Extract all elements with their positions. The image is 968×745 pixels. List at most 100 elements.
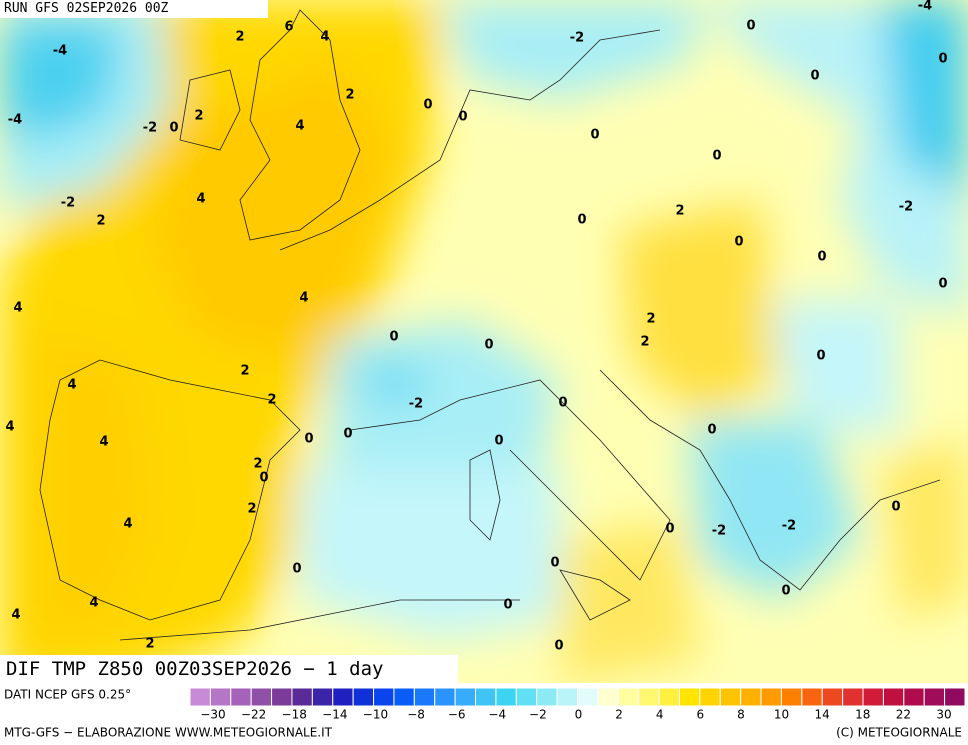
run-header: RUN GFS 02SEP2026 00Z <box>0 0 268 18</box>
contour-label: 0 <box>389 330 398 345</box>
contour-label: 0 <box>938 277 947 292</box>
contour-label: 0 <box>891 500 900 515</box>
contour-label: -2 <box>143 121 157 136</box>
contour-label: 0 <box>558 396 567 411</box>
contour-label: 0 <box>458 110 467 125</box>
contour-label: 2 <box>247 502 256 517</box>
legend-swatch <box>903 687 925 707</box>
legend-label: 0 <box>575 708 583 722</box>
contour-label: -2 <box>782 519 796 534</box>
legend-label: −18 <box>282 708 307 722</box>
contour-label: 6 <box>284 20 293 35</box>
legend-swatch <box>801 687 823 707</box>
legend-swatch <box>393 687 415 707</box>
legend-swatch <box>740 687 762 707</box>
contour-label: 0 <box>746 19 755 34</box>
contour-label: -2 <box>899 200 913 215</box>
legend-swatch <box>515 687 538 707</box>
contour-label: 4 <box>89 596 98 611</box>
legend-swatch <box>760 687 782 707</box>
legend-swatch <box>352 687 375 707</box>
contour-label: 0 <box>590 128 599 143</box>
contour-label: 2 <box>646 312 655 327</box>
legend-swatches <box>189 687 966 707</box>
legend-swatch <box>923 687 946 707</box>
contour-label: 2 <box>345 88 354 103</box>
contour-label: -4 <box>53 44 67 59</box>
contour-label: 0 <box>503 598 512 613</box>
contour-label: 4 <box>99 435 108 450</box>
legend-swatch <box>638 687 660 707</box>
legend-swatch <box>291 687 313 707</box>
contour-label: 0 <box>816 349 825 364</box>
contour-label: -2 <box>712 524 726 539</box>
legend-label: 22 <box>896 708 911 722</box>
legend-swatch <box>719 687 742 707</box>
legend-label: −22 <box>241 708 266 722</box>
legend-label: 10 <box>774 708 789 722</box>
legend-labels: −30 −22 −18 −14 −10 −8 −6 −4 −2 0 2 4 6 8 10 14 18 22 30 <box>200 708 951 722</box>
legend-swatch <box>250 687 273 707</box>
legend-swatch <box>413 687 436 707</box>
contour-label: 4 <box>320 30 329 45</box>
contour-label: 0 <box>484 338 493 353</box>
legend-swatch <box>678 687 701 707</box>
legend-swatch <box>821 687 844 707</box>
contour-label: 2 <box>145 637 154 652</box>
contour-label: 0 <box>938 52 947 67</box>
legend-label: 18 <box>855 708 870 722</box>
legend-swatch <box>862 687 884 707</box>
contour-label: 0 <box>169 121 178 136</box>
contour-label: 0 <box>423 98 432 113</box>
legend-swatch <box>475 687 497 707</box>
contour-label: 4 <box>299 291 308 306</box>
legend-swatch <box>271 687 293 707</box>
data-source: DATI NCEP GFS 0.25° <box>4 688 131 702</box>
credit: MTG-GFS − ELABORAZIONE WWW.METEOGIORNALE… <box>4 726 333 740</box>
copyright: (C) METEOGIORNALE <box>836 726 962 740</box>
legend-label: −8 <box>407 708 425 722</box>
contour-label: 0 <box>494 434 503 449</box>
legend-swatch <box>944 687 966 707</box>
legend-label: 8 <box>737 708 745 722</box>
legend-swatch <box>373 687 395 707</box>
contour-label: 0 <box>781 584 790 599</box>
contour-label: 0 <box>665 522 674 537</box>
contour-label: 2 <box>235 30 244 45</box>
legend-swatch <box>617 687 640 707</box>
contour-label: 4 <box>67 378 76 393</box>
contour-label: 0 <box>259 471 268 486</box>
legend-label: 30 <box>936 708 951 722</box>
contour-label: 4 <box>11 608 20 623</box>
contour-label: 4 <box>295 119 304 134</box>
legend-label: −10 <box>363 708 388 722</box>
contour-label: 0 <box>292 562 301 577</box>
legend-swatch <box>454 687 477 707</box>
contour-label: 2 <box>253 457 262 472</box>
legend-swatch <box>536 687 558 707</box>
legend-swatch <box>495 687 517 707</box>
legend-label: 2 <box>615 708 623 722</box>
contour-label: -2 <box>570 31 584 46</box>
contour-label: 0 <box>707 423 716 438</box>
legend-label: 4 <box>656 708 664 722</box>
contour-label: -2 <box>61 196 75 211</box>
contour-label: 2 <box>96 214 105 229</box>
legend-swatch <box>699 687 721 707</box>
legend-swatch <box>556 687 579 707</box>
legend-swatch <box>209 687 232 707</box>
contour-label: 2 <box>675 204 684 219</box>
legend-swatch <box>577 687 599 707</box>
contour-label: 0 <box>550 556 559 571</box>
legend-label: 14 <box>815 708 830 722</box>
legend-swatch <box>842 687 864 707</box>
legend-label: −4 <box>488 708 506 722</box>
contour-label: 0 <box>577 213 586 228</box>
legend-swatch <box>434 687 456 707</box>
legend-swatch <box>311 687 334 707</box>
contour-label: 2 <box>194 109 203 124</box>
legend-swatch <box>230 687 252 707</box>
